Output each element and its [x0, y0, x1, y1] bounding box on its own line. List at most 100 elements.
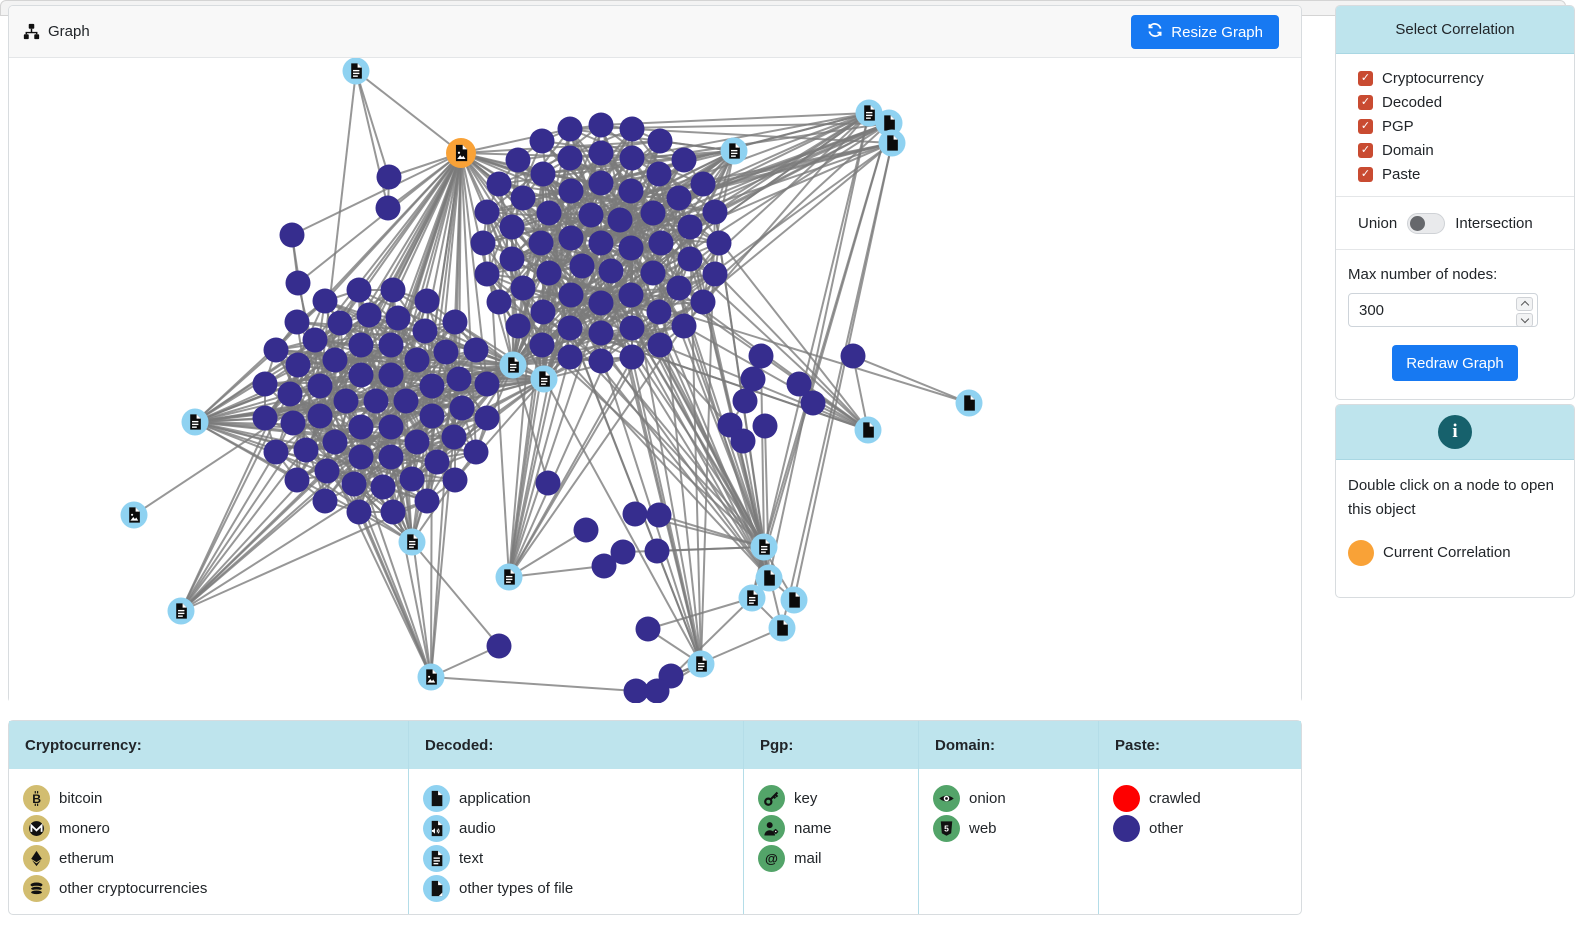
- graph-node-other[interactable]: [619, 315, 645, 341]
- graph-node-other[interactable]: [414, 488, 440, 514]
- graph-node-other[interactable]: [640, 200, 666, 226]
- graph-node-other[interactable]: [412, 318, 438, 344]
- graph-node-other[interactable]: [499, 246, 525, 272]
- graph-node-other[interactable]: [677, 246, 703, 272]
- graph-node-other[interactable]: [635, 616, 661, 642]
- graph-node-other[interactable]: [740, 366, 766, 392]
- graph-node-other[interactable]: [263, 439, 289, 465]
- graph-node-decoded[interactable]: [768, 614, 796, 642]
- graph-node-other[interactable]: [558, 282, 584, 308]
- graph-node-other[interactable]: [588, 230, 614, 256]
- graph-node-other[interactable]: [677, 214, 703, 240]
- checkbox-pgp[interactable]: ✓: [1358, 118, 1373, 134]
- graph-node-other[interactable]: [446, 366, 472, 392]
- graph-node-other[interactable]: [535, 470, 561, 496]
- graph-node-other[interactable]: [380, 277, 406, 303]
- graph-node-other[interactable]: [530, 299, 556, 325]
- graph-node-other[interactable]: [280, 410, 306, 436]
- graph-node-other[interactable]: [528, 230, 554, 256]
- graph-node-decoded[interactable]: [955, 389, 983, 417]
- graph-node-other[interactable]: [474, 405, 500, 431]
- graph-node-other[interactable]: [285, 352, 311, 378]
- graph-node-decoded[interactable]: [342, 57, 370, 85]
- graph-node-other[interactable]: [314, 458, 340, 484]
- graph-node-other[interactable]: [646, 161, 672, 187]
- graph-node-other[interactable]: [449, 395, 475, 421]
- graph-node-other[interactable]: [732, 388, 758, 414]
- checkbox-cryptocurrency[interactable]: ✓: [1358, 70, 1373, 86]
- graph-node-other[interactable]: [536, 200, 562, 226]
- graph-node-other[interactable]: [442, 467, 468, 493]
- graph-node-other[interactable]: [333, 388, 359, 414]
- graph-node-other[interactable]: [385, 305, 411, 331]
- graph-node-other[interactable]: [618, 235, 644, 261]
- graph-node-other[interactable]: [378, 332, 404, 358]
- graph-node-other[interactable]: [618, 178, 644, 204]
- graph-node-other[interactable]: [588, 170, 614, 196]
- graph-node-decoded[interactable]: [878, 129, 906, 157]
- graph-node-other[interactable]: [252, 405, 278, 431]
- graph-node-other[interactable]: [399, 466, 425, 492]
- graph-node-other[interactable]: [348, 332, 374, 358]
- graph-node-other[interactable]: [363, 388, 389, 414]
- graph-node-decoded[interactable]: [687, 650, 715, 678]
- graph-node-other[interactable]: [610, 539, 636, 565]
- graph-node-other[interactable]: [558, 225, 584, 251]
- graph-node-decoded[interactable]: [875, 109, 903, 137]
- graph-node-other[interactable]: [536, 260, 562, 286]
- graph-node-other[interactable]: [557, 344, 583, 370]
- redraw-graph-button[interactable]: Redraw Graph: [1392, 345, 1518, 381]
- graph-node-other[interactable]: [622, 501, 648, 527]
- graph-node-other[interactable]: [370, 474, 396, 500]
- graph-node-other[interactable]: [499, 214, 525, 240]
- graph-node-other[interactable]: [647, 128, 673, 154]
- graph-node-other[interactable]: [690, 171, 716, 197]
- graph-node-other[interactable]: [557, 116, 583, 142]
- graph-node-other[interactable]: [486, 289, 512, 315]
- graph-node-other[interactable]: [284, 467, 310, 493]
- graph-node-other[interactable]: [730, 428, 756, 454]
- graph-node-other[interactable]: [510, 185, 536, 211]
- graph-node-other[interactable]: [557, 145, 583, 171]
- graph-node-decoded[interactable]: [755, 564, 783, 592]
- graph-node-other[interactable]: [348, 362, 374, 388]
- graph-node-other[interactable]: [573, 517, 599, 543]
- graph-node-other[interactable]: [474, 261, 500, 287]
- graph-node-other[interactable]: [419, 373, 445, 399]
- graph-node-other[interactable]: [442, 309, 468, 335]
- graph-node-other[interactable]: [414, 288, 440, 314]
- graph-node-other[interactable]: [404, 429, 430, 455]
- graph-node-other[interactable]: [619, 116, 645, 142]
- graph-node-other[interactable]: [588, 290, 614, 316]
- graph-node-other[interactable]: [393, 388, 419, 414]
- graph-node-other[interactable]: [486, 171, 512, 197]
- spinner-up-button[interactable]: [1516, 297, 1533, 311]
- graph-node-decoded[interactable]: [181, 408, 209, 436]
- graph-node-other[interactable]: [529, 332, 555, 358]
- graph-node-other[interactable]: [486, 633, 512, 659]
- graph-node-decoded[interactable]: [855, 99, 883, 127]
- graph-node-other[interactable]: [505, 147, 531, 173]
- graph-node-other[interactable]: [404, 347, 430, 373]
- graph-node-other[interactable]: [706, 230, 732, 256]
- graph-node-other[interactable]: [530, 161, 556, 187]
- graph-node-other[interactable]: [348, 414, 374, 440]
- graph-node-other[interactable]: [375, 195, 401, 221]
- graph-node-other[interactable]: [463, 337, 489, 363]
- graph-node-decoded[interactable]: [167, 597, 195, 625]
- graph-node-other[interactable]: [378, 444, 404, 470]
- graph-node-other[interactable]: [376, 164, 402, 190]
- graph-node-other[interactable]: [644, 538, 670, 564]
- graph-node-other[interactable]: [378, 362, 404, 388]
- graph-node-other[interactable]: [786, 371, 812, 397]
- graph-node-other[interactable]: [690, 289, 716, 315]
- graph-node-other[interactable]: [598, 258, 624, 284]
- graph-node-other[interactable]: [607, 207, 633, 233]
- graph-node-other[interactable]: [557, 315, 583, 341]
- graph-node-other[interactable]: [322, 429, 348, 455]
- graph-node-other[interactable]: [588, 320, 614, 346]
- resize-graph-button[interactable]: Resize Graph: [1131, 15, 1279, 49]
- graph-canvas[interactable]: [9, 57, 1301, 704]
- graph-node-other[interactable]: [293, 437, 319, 463]
- graph-node-other[interactable]: [666, 275, 692, 301]
